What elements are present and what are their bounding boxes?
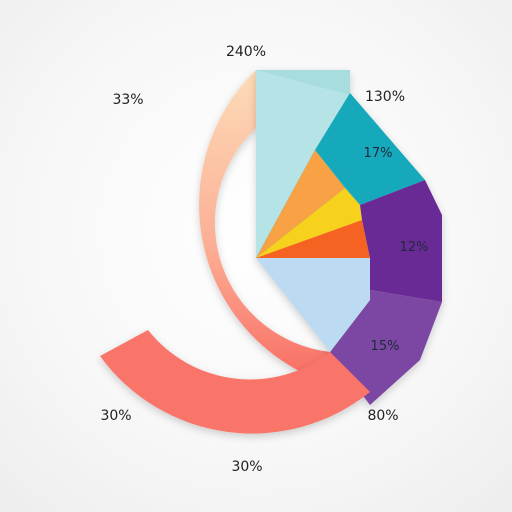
label-bottom-left: 30% (100, 408, 131, 424)
label-medium-purple: 15% (371, 339, 400, 354)
slice-teal (315, 93, 425, 205)
label-bottom: 30% (231, 459, 262, 475)
ring-segment-bottom (100, 330, 370, 434)
slice-red-orange (256, 220, 370, 258)
label-top-right: 130% (365, 89, 405, 105)
slice-dark-purple (360, 180, 442, 302)
label-top: 240% (226, 44, 266, 60)
label-bottom-right: 80% (367, 408, 398, 424)
slice-light-cyan-b (256, 70, 350, 258)
slice-yellow (256, 188, 362, 258)
slice-orange (256, 150, 345, 258)
label-teal: 17% (364, 146, 393, 161)
slice-medium-purple (330, 290, 442, 405)
ring-segment-peach (199, 70, 370, 392)
label-top-left: 33% (112, 92, 143, 108)
slice-light-blue (256, 258, 370, 352)
label-dark-purple: 12% (400, 240, 429, 255)
